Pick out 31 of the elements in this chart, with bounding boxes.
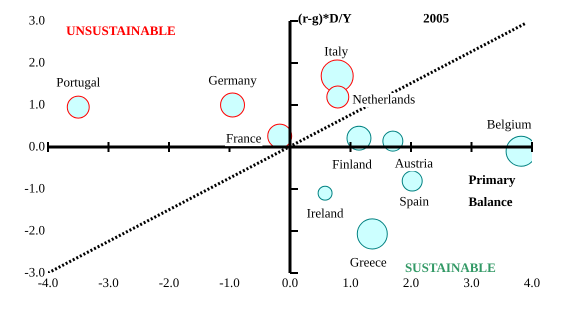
x-tick-label: 1.0	[342, 275, 359, 290]
y-tick-label: 2.0	[28, 54, 45, 70]
x-tick-label: 4.0	[524, 275, 540, 290]
y-tick-label: -1.0	[24, 180, 45, 196]
x-tick-label: -2.0	[158, 275, 180, 290]
x-tick-label: 0.0	[282, 275, 298, 290]
annotation: Belgium	[486, 116, 532, 132]
annotation: SUSTAINABLE	[404, 260, 496, 276]
annotation: Germany	[208, 72, 258, 88]
annotation: UNSUSTAINABLE	[66, 22, 176, 38]
x-tick-label: 3.0	[463, 275, 480, 290]
x-tick-label: -1.0	[219, 275, 240, 290]
annotation: Spain	[399, 193, 430, 208]
x-tick-label: -3.0	[98, 275, 119, 290]
annotation: Austria	[394, 156, 434, 171]
x-tick-label: 2.0	[402, 275, 420, 290]
y-tick-label: 1.0	[28, 96, 45, 112]
y-tick-label: 3.0	[28, 12, 45, 28]
annotation: Ireland	[306, 206, 344, 221]
y-axis-title: (r-g)*D/Y	[298, 10, 352, 26]
annotation: Finland	[332, 156, 372, 172]
y-tick-label: 0.0	[28, 138, 45, 154]
annotation: Italy	[324, 43, 349, 58]
annotation: France	[226, 130, 262, 146]
chart-title: 2005	[423, 10, 450, 26]
x-axis-title: Primary Balance	[468, 172, 516, 209]
annotation: Portugal	[56, 74, 101, 90]
annotation: Netherlands	[352, 91, 416, 106]
y-tick-label: -2.0	[24, 222, 45, 238]
annotation: Greece	[350, 254, 387, 270]
y-tick-label: -3.0	[24, 264, 45, 280]
